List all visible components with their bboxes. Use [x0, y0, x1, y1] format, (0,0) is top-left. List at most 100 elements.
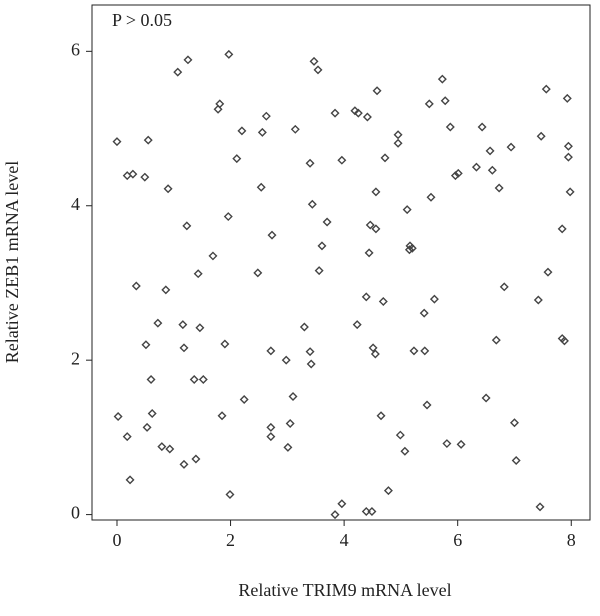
- point: [225, 490, 235, 500]
- point: [350, 106, 360, 116]
- point: [306, 359, 316, 369]
- point: [215, 99, 225, 109]
- point: [426, 192, 436, 202]
- point: [365, 220, 375, 230]
- point: [314, 266, 324, 276]
- point: [232, 154, 242, 164]
- point: [370, 349, 380, 359]
- point: [256, 182, 266, 192]
- point: [407, 243, 417, 253]
- point: [353, 108, 363, 118]
- point: [208, 251, 218, 261]
- y-axis-label: Relative ZEB1 mRNA level: [2, 161, 22, 363]
- point: [376, 411, 386, 421]
- point: [378, 297, 388, 306]
- point: [565, 187, 575, 197]
- point: [257, 127, 267, 137]
- point: [562, 93, 572, 103]
- point: [409, 346, 419, 356]
- point: [477, 122, 487, 132]
- point: [453, 168, 463, 178]
- point: [261, 111, 271, 121]
- point: [361, 292, 371, 302]
- point: [380, 153, 390, 163]
- point: [193, 269, 203, 279]
- point: [266, 432, 276, 442]
- point: [487, 165, 497, 175]
- annotation: P > 0.05: [112, 10, 172, 30]
- point: [299, 322, 309, 332]
- point: [450, 171, 460, 181]
- y-tick-label: 4: [71, 194, 80, 214]
- point: [183, 55, 193, 65]
- point: [239, 395, 249, 405]
- point: [122, 432, 132, 442]
- point: [499, 282, 509, 292]
- point: [307, 199, 317, 209]
- x-tick-label: 2: [226, 530, 235, 550]
- point: [511, 456, 521, 466]
- point: [367, 507, 377, 516]
- point: [140, 172, 150, 182]
- point: [309, 56, 319, 66]
- point: [131, 281, 141, 291]
- point: [237, 126, 247, 136]
- point: [557, 334, 567, 344]
- point: [471, 162, 481, 172]
- point: [157, 442, 167, 452]
- point: [563, 152, 573, 162]
- point: [220, 339, 230, 349]
- point: [393, 130, 403, 140]
- point: [189, 374, 199, 384]
- point: [266, 422, 276, 432]
- point: [305, 347, 315, 357]
- x-tick-label: 8: [567, 530, 576, 550]
- point: [283, 442, 293, 452]
- point: [267, 230, 277, 240]
- point: [173, 67, 183, 77]
- plot-frame: [91, 4, 591, 521]
- point: [337, 499, 347, 509]
- point: [491, 335, 501, 345]
- point: [445, 122, 455, 132]
- point: [281, 355, 291, 365]
- point: [330, 510, 340, 520]
- point: [420, 346, 430, 356]
- point: [337, 155, 347, 165]
- point: [402, 205, 412, 215]
- point: [195, 323, 205, 333]
- point: [395, 430, 405, 440]
- point: [535, 502, 545, 512]
- point: [213, 104, 223, 114]
- point: [147, 408, 157, 418]
- point: [191, 454, 201, 464]
- x-tick-label: 6: [453, 530, 462, 550]
- point: [141, 340, 151, 350]
- point: [179, 459, 189, 469]
- point: [437, 74, 447, 84]
- point: [506, 142, 516, 152]
- point: [128, 169, 138, 179]
- point: [393, 138, 403, 148]
- point: [383, 486, 393, 496]
- point: [253, 268, 263, 278]
- point: [541, 84, 551, 94]
- point: [146, 374, 156, 384]
- point: [288, 391, 298, 401]
- point: [217, 411, 227, 421]
- point: [112, 137, 122, 147]
- point: [313, 65, 323, 75]
- point: [422, 400, 432, 410]
- point: [179, 343, 189, 353]
- point: [364, 248, 374, 258]
- point: [163, 184, 173, 194]
- point: [153, 318, 163, 328]
- point: [494, 183, 504, 193]
- point: [362, 112, 372, 122]
- point: [285, 418, 295, 428]
- point: [509, 418, 519, 428]
- point: [543, 267, 553, 277]
- point: [125, 475, 135, 485]
- point: [533, 295, 543, 305]
